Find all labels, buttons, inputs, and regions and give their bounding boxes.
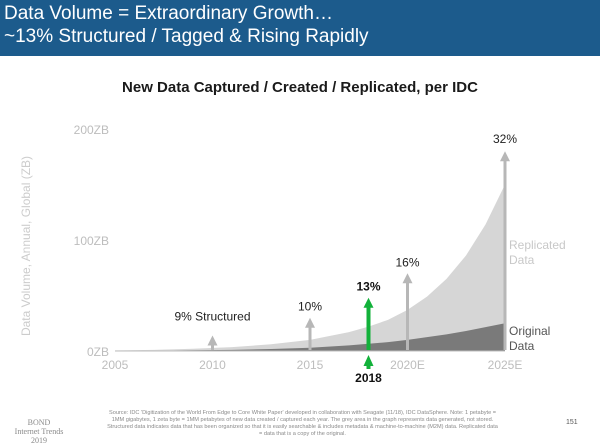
page-number: 151 bbox=[566, 419, 578, 426]
chart-title: New Data Captured / Created / Replicated… bbox=[122, 79, 478, 96]
replicated-data-label-line1: Replicated bbox=[509, 238, 566, 252]
x-tick-label: 2020E bbox=[390, 358, 425, 372]
structured-share-label: 32% bbox=[493, 132, 517, 146]
structured-share-arrow bbox=[402, 273, 413, 350]
logo-line-2: Internet Trends bbox=[14, 427, 64, 436]
structured-share-arrow bbox=[305, 317, 315, 350]
replicated-data-label-line2: Data bbox=[509, 253, 535, 267]
bond-logo: BOND Internet Trends 2019 bbox=[4, 418, 74, 445]
x-tick-label: 2015 bbox=[297, 358, 324, 372]
highlight-year-label: 2018 bbox=[355, 371, 382, 385]
x-tick-label: 2025E bbox=[488, 358, 523, 372]
logo-line-1: BOND bbox=[27, 418, 51, 427]
structured-share-label: 10% bbox=[298, 300, 322, 314]
slide-title-line-2: ~13% Structured / Tagged & Rising Rapidl… bbox=[4, 26, 369, 47]
structured-share-label: 9% Structured bbox=[174, 309, 250, 323]
x-tick-label: 2005 bbox=[102, 358, 129, 372]
x-tick-label: 2010 bbox=[199, 358, 226, 372]
original-data-label-line2: Data bbox=[509, 339, 535, 353]
structured-share-label: 16% bbox=[395, 255, 419, 269]
highlight-year-marker bbox=[363, 355, 374, 366]
logo-line-3: 2019 bbox=[31, 436, 47, 445]
structured-share-arrow-head bbox=[500, 151, 510, 162]
slide-title-line-1: Data Volume = Extraordinary Growth… bbox=[4, 3, 333, 24]
structured-share-arrow bbox=[207, 335, 218, 350]
original-data-label-line1: Original bbox=[509, 324, 550, 338]
y-tick-label: 200ZB bbox=[74, 123, 109, 137]
highlight-share-label: 13% bbox=[356, 280, 380, 294]
structured-share-arrow-head bbox=[305, 317, 315, 328]
structured-share-arrow bbox=[500, 151, 510, 350]
structured-share-arrow-head bbox=[207, 335, 218, 346]
y-axis-label: Data Volume, Annual, Global (ZB) bbox=[19, 156, 33, 336]
source-note: Source: IDC 'Digitization of the World F… bbox=[107, 410, 498, 437]
y-tick-label: 0ZB bbox=[87, 345, 109, 359]
y-tick-label: 100ZB bbox=[74, 234, 109, 248]
highlight-arrow-up bbox=[363, 297, 374, 350]
structured-share-arrow-head bbox=[402, 273, 413, 284]
title-banner: Data Volume = Extraordinary Growth… ~13%… bbox=[0, 0, 600, 56]
highlight-arrow-up-head bbox=[363, 297, 374, 308]
